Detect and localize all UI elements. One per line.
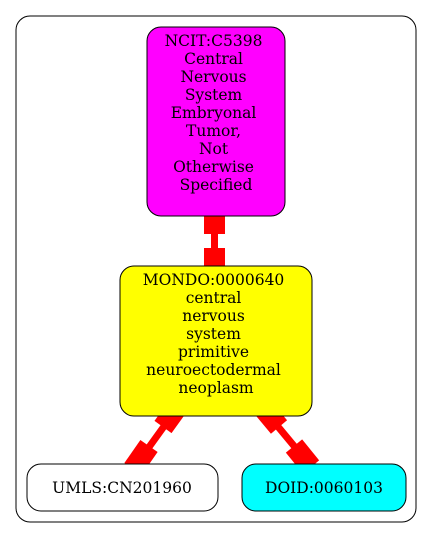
edge-ncit-mondo-segment-lower: [204, 248, 225, 270]
node-ncit-line: Otherwise: [173, 158, 254, 176]
node-ncit-label: NCIT:C5398 Central Nervous System Embryo…: [165, 32, 268, 194]
node-umls-label: UMLS:CN201960: [52, 479, 192, 497]
node-umls-line-id: UMLS:CN201960: [52, 479, 192, 497]
node-ncit-line: Nervous: [180, 68, 246, 86]
node-ncit-line: System: [185, 86, 243, 104]
edge-ncit-mondo-link: [211, 234, 218, 248]
node-doid[interactable]: DOID:0060103: [241, 463, 407, 512]
node-ncit-line-id: NCIT:C5398: [165, 32, 263, 50]
node-mondo-label: MONDO:0000640 central nervous system pri…: [143, 271, 289, 397]
node-ncit-line: Embryonal: [171, 104, 257, 122]
node-mondo-line: neuroectodermal: [146, 361, 281, 379]
node-mondo-line: central: [186, 289, 242, 307]
node-mondo-line: nervous: [182, 307, 245, 325]
node-ncit-line: Tumor,: [186, 122, 241, 140]
node-mondo-line: neoplasm: [178, 379, 254, 397]
node-ncit-line: Not: [199, 140, 229, 158]
node-mondo-line: system: [186, 325, 241, 343]
node-ncit-box[interactable]: [146, 26, 286, 217]
node-ncit[interactable]: NCIT:C5398 Central Nervous System Embryo…: [146, 26, 286, 217]
node-mondo[interactable]: MONDO:0000640 central nervous system pri…: [119, 265, 313, 417]
node-umls-box[interactable]: [26, 463, 219, 512]
node-doid-box[interactable]: [241, 463, 407, 512]
edge-ncit-mondo-segment-upper: [204, 212, 225, 234]
node-ncit-line: Central: [184, 50, 243, 68]
node-umls[interactable]: UMLS:CN201960: [26, 463, 219, 512]
node-mondo-line: primitive: [178, 343, 249, 361]
node-ncit-line: Specified: [180, 176, 253, 194]
node-doid-label: DOID:0060103: [265, 479, 383, 497]
node-doid-line-id: DOID:0060103: [265, 479, 383, 497]
node-mondo-box[interactable]: [119, 265, 313, 417]
node-mondo-line-id: MONDO:0000640: [143, 271, 285, 289]
edge-ncit-mondo: [204, 212, 225, 270]
